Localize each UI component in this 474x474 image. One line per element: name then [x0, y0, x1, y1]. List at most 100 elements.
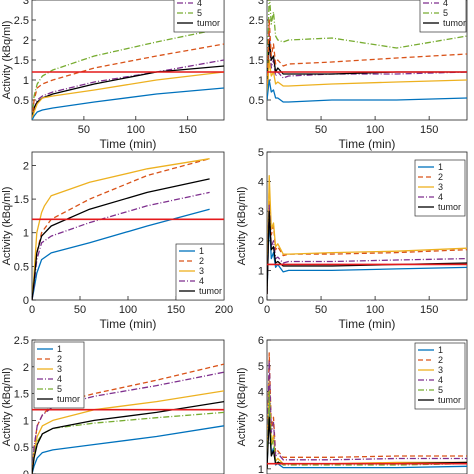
series-group: [32, 27, 224, 120]
series-line-1: [267, 216, 467, 295]
legend-label: 1: [438, 345, 443, 355]
x-axis-label: Time (min): [100, 317, 157, 331]
y-tick-label: 2.5: [14, 335, 29, 347]
x-tick-label: 50: [315, 124, 327, 136]
plot-frame: [31, 339, 225, 474]
y-tick-label: 1: [258, 265, 264, 277]
x-tick-label: 100: [366, 304, 384, 316]
series-line-tumor: [267, 416, 467, 469]
legend-label: 1: [438, 162, 443, 172]
series-line-5: [32, 27, 224, 120]
legend-label: tumor: [199, 286, 222, 296]
series-line-3: [32, 390, 224, 474]
x-tick-label: 150: [178, 124, 196, 136]
legend-label: tumor: [197, 18, 220, 28]
legend-label: tumor: [443, 18, 466, 28]
legend-label: tumor: [57, 394, 80, 404]
y-axis-label: Activity (kBq/ml): [236, 368, 248, 447]
series-line-4: [267, 31, 467, 101]
x-tick-label: 50: [78, 124, 90, 136]
x-axis-label: Time (min): [339, 137, 396, 151]
legend-box: [173, 0, 225, 33]
y-tick-label: 5: [258, 361, 264, 373]
series-line: [32, 71, 224, 120]
series-line-5: [267, 0, 467, 101]
y-tick-label: 0: [23, 295, 29, 307]
legend-label: 2: [438, 355, 443, 365]
legend-label: 5: [197, 8, 202, 18]
legend-label: 4: [438, 192, 443, 202]
legend-box: [419, 0, 467, 33]
y-tick-label: 3: [23, 0, 29, 7]
legend-label: 4: [199, 276, 204, 286]
x-tick-label: 150: [420, 124, 438, 136]
series-line: [267, 79, 467, 103]
y-tick-label: 5: [258, 147, 264, 159]
legend-label: tumor: [438, 395, 461, 405]
y-tick-label: 2: [258, 35, 264, 47]
y-axis-label: Activity (kBq/ml): [1, 187, 13, 266]
series-line-4: [32, 371, 224, 474]
x-tick-label: 0: [29, 304, 35, 316]
x-tick-label: 0: [264, 304, 270, 316]
y-tick-label: 6: [258, 335, 264, 347]
legend-label: 1: [57, 344, 62, 354]
series-line-3: [267, 175, 467, 295]
x-tick-label: 150: [420, 304, 438, 316]
y-tick-label: 0.5: [14, 261, 29, 273]
legend-box: [33, 341, 85, 409]
y-tick-label: 2.5: [249, 15, 264, 27]
series-line-1: [32, 425, 224, 474]
series-line: [32, 87, 224, 120]
y-tick-label: 2: [23, 362, 29, 374]
series-line: [267, 19, 467, 101]
legend-label: 2: [57, 354, 62, 364]
y-tick-label: 0: [23, 469, 29, 474]
series-line-4: [267, 204, 467, 295]
y-tick-label: 1: [23, 415, 29, 427]
series-line-2: [267, 352, 467, 469]
x-tick-label: 100: [119, 304, 137, 316]
series-line-5: [32, 411, 224, 474]
x-axis-label: Time (min): [100, 137, 157, 151]
y-tick-label: 4: [258, 177, 264, 189]
y-tick-label: 1.5: [14, 55, 29, 67]
y-axis-label: Activity (kBq/ml): [1, 368, 13, 447]
y-tick-label: 2: [23, 160, 29, 172]
x-axis-label: Time (min): [339, 317, 396, 331]
series-group: [32, 363, 224, 474]
y-tick-label: 0.5: [14, 442, 29, 454]
x-tick-label: 50: [315, 304, 327, 316]
legend-label: 4: [438, 375, 443, 385]
legend-label: 4: [57, 374, 62, 384]
series-group: [32, 158, 210, 300]
y-tick-label: 4: [258, 387, 264, 399]
x-tick-label: 200: [215, 304, 233, 316]
legend-label: 3: [199, 266, 204, 276]
y-tick-label: 1: [258, 75, 264, 87]
series-line-4: [267, 359, 467, 469]
y-axis-label: Activity (kBq/ml): [1, 21, 13, 100]
y-tick-label: 0.5: [14, 95, 29, 107]
y-tick-label: 2: [258, 438, 264, 450]
legend-label: 4: [443, 0, 448, 8]
legend-label: 2: [199, 256, 204, 266]
y-tick-label: 3: [258, 0, 264, 7]
x-tick-label: 100: [366, 124, 384, 136]
y-tick-label: 0.5: [249, 95, 264, 107]
x-tick-label: 100: [127, 124, 145, 136]
y-axis-label: Activity (kBq/ml): [236, 187, 248, 266]
y-tick-label: 2: [258, 236, 264, 248]
series-line-tumor: [267, 39, 467, 101]
plot-frame: [266, 151, 468, 301]
legend-box: [414, 342, 466, 410]
legend-label: tumor: [438, 202, 461, 212]
y-tick-label: 1.5: [249, 55, 264, 67]
